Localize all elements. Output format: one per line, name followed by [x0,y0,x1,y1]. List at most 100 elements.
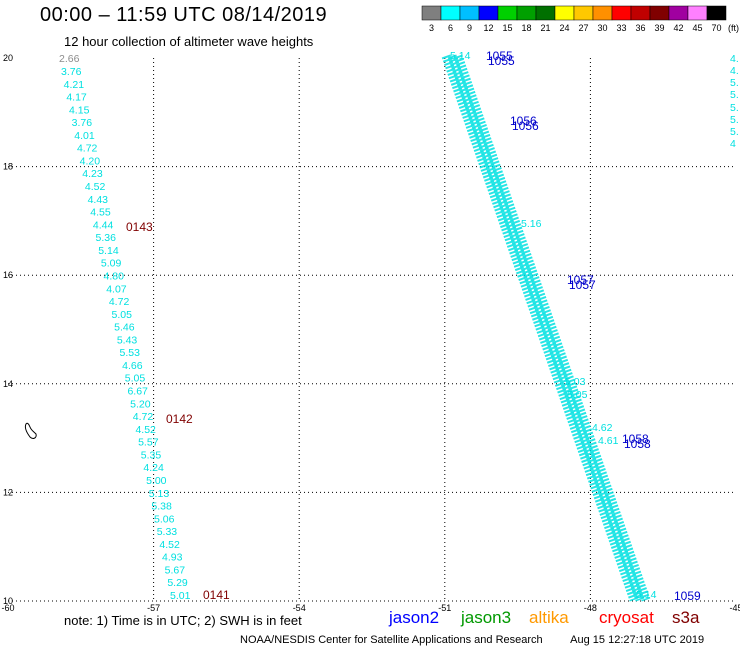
lat-tick-label: 20 [3,53,13,63]
legend-label: 21 [540,23,550,33]
swh-value: 5.05 [125,373,146,385]
lon-tick-label: -48 [584,603,597,613]
dense-track-band [453,54,651,602]
swh-value: 5.14 [450,50,471,62]
swh-value: 4.44 [93,219,114,231]
swh-value: 4.24 [143,462,164,474]
swh-value: 5.05 [112,309,133,321]
swh-value: 5.53 [119,347,140,359]
legend-label: 12 [483,23,493,33]
legend-swatch [611,5,632,21]
lat-tick-label: 16 [3,270,13,280]
swh-value: 3.76 [61,66,82,78]
swh-value: 4. [730,53,739,65]
swh-value: 5.33 [157,526,178,538]
pass-time-label: 0142 [166,412,193,426]
swh-value: 5.09 [101,258,122,270]
lon-tick-label: -51 [438,603,451,613]
pass-time-label: 1055 [486,49,513,63]
swh-value: 4. [730,65,739,77]
pass-time-label: 0141 [203,588,230,602]
legend-label: 33 [616,23,626,33]
swh-value: 5.03 [565,376,586,388]
swh-value: 5.43 [117,334,138,346]
satellite-name: jason3 [461,608,512,627]
legend-label: 30 [597,23,607,33]
pass-time-label: 0143 [126,220,153,234]
legend-label: 9 [467,23,472,33]
legend-swatch [630,5,651,21]
pass-time-label: 1057 [569,278,596,292]
page-subtitle: 12 hour collection of altimeter wave hei… [64,34,314,49]
swh-value: 5.38 [151,501,172,513]
swh-value: 5.05 [567,389,588,401]
swh-value: 4.43 [88,194,109,206]
lat-tick-label: 10 [3,596,13,606]
lat-tick-label: 14 [3,379,13,389]
legend-swatch [573,5,594,21]
swh-value: 4.61 [598,435,619,447]
legend-label: 70 [711,23,721,33]
legend-swatch [687,5,708,21]
dense-track-band [441,54,639,602]
satellite-name: altika [529,608,569,627]
pass-time-label: 1055 [488,54,515,68]
swh-value: 5.16 [521,218,542,230]
swh-value: 5.14 [636,589,657,601]
legend-swatch [516,5,537,21]
swh-value: 4.15 [69,104,90,116]
legend-label: 24 [559,23,569,33]
swh-value: 4 [730,138,736,150]
dense-track-band [447,54,645,602]
swh-value: 5.36 [96,232,117,244]
swh-value: 4.62 [592,422,613,434]
map-grid [8,58,736,602]
map-axes: -60 -57 -54 -51 -48 -45 20 18 16 14 12 10 [1,53,740,613]
legend-label: 36 [635,23,645,33]
swh-value: 5. [730,114,739,126]
swh-value: 4.23 [82,168,103,180]
legend-label: 27 [578,23,588,33]
swh-value: 4.66 [122,360,143,372]
swh-value: 4.93 [162,552,183,564]
swh-value: 4.17 [66,92,87,104]
left-track: 2.663.764.214.174.153.764.014.724.204.23… [59,53,230,602]
swh-value: 5.67 [165,564,186,576]
lat-tick-label: 18 [3,162,13,172]
color-legend: 3 6 9 12 15 18 21 24 27 30 33 36 39 42 45 70 (ft) [421,5,739,33]
swh-value: 5.57 [138,437,159,449]
swh-value: 2.66 [59,53,80,65]
swh-value: 5.14 [98,245,119,257]
swh-value: 4.21 [64,79,85,91]
legend-swatch [649,5,670,21]
swh-value: 5. [730,102,739,114]
legend-label: 39 [654,23,664,33]
lon-tick-label: -45 [729,603,740,613]
satellite-name: jason2 [389,608,440,627]
pass-time-label: 1058 [624,437,651,451]
swh-value: 5.00 [146,475,167,487]
swh-value: 4.80 [104,270,125,282]
legend-label: 6 [448,23,453,33]
footer-note: note: 1) Time is in UTC; 2) SWH is in fe… [64,613,302,628]
satellite-name: s3a [672,608,700,627]
pass-time-label: 1056 [512,119,539,133]
swh-value: 5. [730,126,739,138]
credit-text: NOAA/NESDIS Center for Satellite Applica… [240,634,543,646]
legend-label: 3 [429,23,434,33]
swh-value: 4.72 [77,143,98,155]
swh-value: 3.76 [72,117,93,129]
swh-value: 4.52 [135,424,156,436]
credit-timestamp: Aug 15 12:27:18 UTC 2019 [570,634,705,646]
legend-swatch [478,5,499,21]
swh-value: 5.06 [154,513,175,525]
swh-value: 6.67 [127,386,148,398]
swh-value: 5. [730,89,739,101]
satellite-name: cryosat [599,608,654,627]
pass-time-label: 1056 [510,114,537,128]
swh-value: 4.52 [85,181,106,193]
lat-tick-label: 12 [3,487,13,497]
pass-time-label: 1057 [567,273,594,287]
legend-swatch [535,5,556,21]
